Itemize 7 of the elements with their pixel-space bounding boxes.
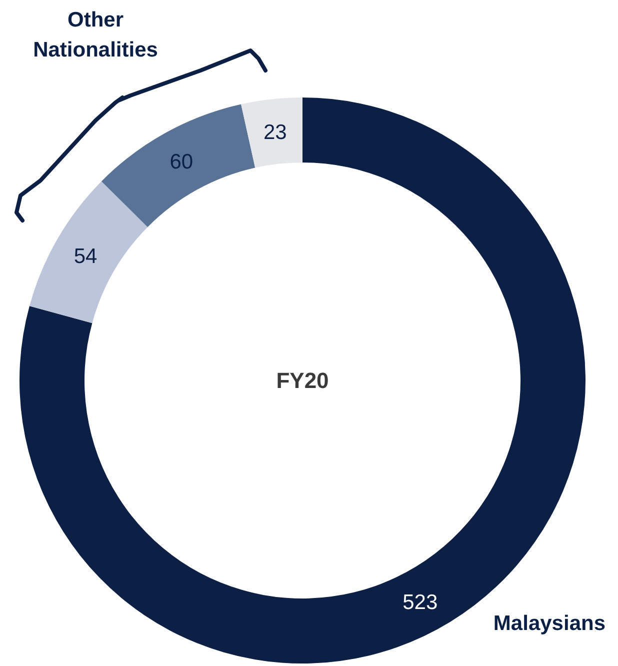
text: FY20 bbox=[276, 368, 329, 393]
text: Other Nationalities bbox=[33, 8, 158, 62]
data-label: 23 bbox=[263, 121, 287, 144]
slice-label: Malaysians bbox=[493, 612, 606, 635]
data-label: 54 bbox=[74, 244, 98, 268]
data-label: 523 bbox=[402, 591, 438, 614]
data-label: 60 bbox=[170, 150, 194, 174]
